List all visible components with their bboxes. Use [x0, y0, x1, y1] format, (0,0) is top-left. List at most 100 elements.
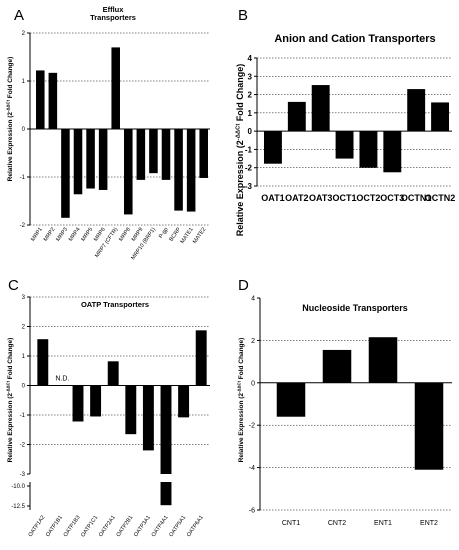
y-tick-label: -6 — [249, 508, 255, 515]
x-tick-label: CNT2 — [328, 520, 346, 527]
not-detected-label: N.D. — [55, 376, 69, 383]
bar-oatp3a1 — [142, 385, 154, 451]
x-tick-label: OAT2 — [285, 193, 308, 203]
x-tick-label: MRP1 — [30, 227, 44, 243]
panel-c-ylabel: Relative Expression (2-ΔΔCt Fold Change) — [5, 338, 14, 463]
bar-mrp5 — [86, 129, 95, 189]
y-tick-label: -3 — [245, 182, 253, 191]
panel-letter-c: C — [8, 277, 19, 294]
bar-ent1 — [368, 337, 398, 383]
y-tick-label: -1 — [245, 145, 253, 154]
bar-oat1 — [263, 131, 282, 164]
x-tick-label: OATP4A1 — [151, 515, 170, 538]
bar-mate2 — [199, 129, 208, 178]
bar-cnt1 — [276, 382, 306, 417]
y-tick-label: -2 — [20, 223, 26, 229]
x-tick-label: MRP8 — [118, 227, 132, 243]
bar-mrp3 — [61, 129, 70, 218]
y-tick-label: 0 — [251, 380, 255, 387]
bar-ent2 — [414, 382, 444, 470]
y-tick-label: 3 — [22, 295, 26, 301]
y-tick-label: 4 — [248, 54, 253, 63]
x-tick-label: OAT3 — [309, 193, 332, 203]
x-tick-label: OATP6A1 — [186, 515, 205, 538]
x-tick-label: OATP5A1 — [168, 515, 187, 538]
panel-a: Efflux Transporters-2-1012MRP1MRP2MRP3MRP… — [20, 5, 210, 261]
panel-d: Nucleoside Transporters -6 -4 -2 0 2 4 CNT1 CNT2… — [249, 296, 452, 527]
y-tick-label: 1 — [22, 354, 26, 360]
bar-oatp1c1 — [90, 385, 102, 417]
bar-oatp1a2 — [37, 339, 49, 386]
y-tick-label: 2 — [248, 91, 253, 100]
bar-mrp10-brp1- — [149, 129, 158, 174]
bar-oatp2b1 — [125, 385, 137, 435]
x-tick-label: OCTN2 — [425, 193, 456, 203]
bar-octn2 — [431, 102, 450, 132]
y-tick-label: 2 — [251, 338, 255, 345]
panel-letter-b: B — [238, 7, 248, 24]
y-tick-label: 3 — [248, 72, 253, 81]
panel-b-title: Anion and Cation Transporters — [274, 33, 435, 45]
y-tick-label: 0 — [248, 127, 253, 136]
y-tick-label: -3 — [20, 472, 26, 478]
panel-a-title: Efflux Transporters — [90, 5, 136, 22]
panel-letter-d: D — [238, 277, 249, 294]
panel-d-title: Nucleoside Transporters — [302, 303, 408, 313]
y-tick-label: -10.0 — [11, 484, 25, 490]
x-tick-label: OATP2A1 — [98, 515, 117, 538]
bar-mrp8 — [124, 129, 133, 215]
panel-b-ylabel: Relative Expression (2-ΔΔCt Fold Change) — [235, 64, 245, 237]
bar-mrp6 — [98, 129, 108, 190]
bar-mrp9 — [136, 129, 146, 180]
bar-cnt2 — [322, 349, 352, 383]
bar-oct1 — [335, 131, 354, 159]
x-tick-label: OATP1A2 — [28, 515, 47, 538]
y-tick-label: -2 — [245, 164, 253, 173]
y-tick-label: -12.5 — [11, 504, 25, 510]
x-tick-label: OCT3 — [380, 193, 404, 203]
y-tick-label: 0 — [22, 384, 26, 390]
bar-octn1 — [407, 89, 426, 132]
bar-mrp2 — [48, 72, 58, 129]
y-tick-label: 2 — [22, 31, 26, 37]
y-tick-label: 1 — [248, 109, 253, 118]
panel-a-ylabel: Relative Expression (2-ΔΔCt Fold Change) — [5, 57, 14, 182]
x-tick-label: MRP2 — [43, 227, 57, 243]
x-tick-label: OATP1B3 — [63, 515, 82, 538]
y-tick-label: 1 — [22, 79, 26, 85]
bar-oatp1b3 — [72, 385, 84, 422]
x-tick-label: OATP3A1 — [133, 515, 152, 538]
bar-oatp5a1 — [178, 385, 190, 418]
y-tick-label: 0 — [22, 127, 26, 133]
x-tick-label: OCTN1 — [401, 193, 432, 203]
bar-mrp1 — [36, 70, 45, 129]
bar-oatp2a1 — [107, 361, 119, 386]
bar-oct3 — [383, 131, 402, 173]
x-tick-label: MRP5 — [81, 227, 95, 243]
y-tick-label: -1 — [20, 413, 26, 419]
y-tick-label: 4 — [251, 296, 255, 303]
y-tick-label: 2 — [22, 325, 26, 331]
panel-d-ylabel: Relative Expression (2-ΔΔCt Fold Change) — [236, 338, 245, 463]
x-tick-label: MRP4 — [68, 227, 82, 243]
x-tick-label: OATP2B1 — [116, 515, 135, 538]
panel-letter-a: A — [14, 7, 24, 24]
x-tick-label: MRP10 (BRP1) — [130, 227, 157, 262]
x-tick-label: OCT2 — [356, 193, 380, 203]
x-tick-label: OAT1 — [261, 193, 284, 203]
bar-mrp4 — [73, 129, 83, 195]
x-tick-label: ENT1 — [374, 520, 392, 527]
bar-oat2 — [287, 101, 306, 132]
bar-oatp4a1-lower — [160, 482, 172, 506]
x-tick-label: P-gp — [158, 227, 170, 240]
bar-mate1 — [186, 129, 196, 212]
panel-c-title: OATP Transporters — [81, 300, 149, 309]
x-tick-label: OATP1B1 — [45, 515, 64, 538]
bar-p-gp — [161, 129, 171, 180]
x-tick-label: OATP1C1 — [80, 515, 99, 539]
y-tick-label: -1 — [20, 175, 26, 181]
x-tick-label: CNT1 — [282, 520, 300, 527]
bar-oatp4a1-upper — [160, 385, 172, 474]
panel-c: OATP Transporters-3-2-10123-10.0-12.5OAT… — [11, 295, 210, 538]
